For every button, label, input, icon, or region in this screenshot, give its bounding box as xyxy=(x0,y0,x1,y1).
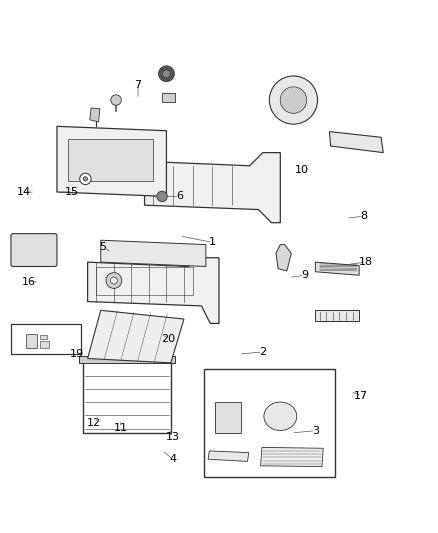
FancyBboxPatch shape xyxy=(11,233,57,266)
Text: 19: 19 xyxy=(70,349,84,359)
FancyBboxPatch shape xyxy=(40,335,47,339)
Circle shape xyxy=(83,177,88,181)
Polygon shape xyxy=(315,262,359,275)
Polygon shape xyxy=(276,245,291,271)
FancyBboxPatch shape xyxy=(162,93,175,102)
Text: 2: 2 xyxy=(259,347,266,357)
Circle shape xyxy=(162,70,170,78)
Polygon shape xyxy=(208,451,249,462)
Text: 8: 8 xyxy=(360,211,367,221)
Text: 11: 11 xyxy=(113,423,127,433)
Polygon shape xyxy=(88,258,219,324)
Circle shape xyxy=(111,95,121,106)
FancyBboxPatch shape xyxy=(315,310,359,321)
Circle shape xyxy=(106,273,122,288)
Text: 1: 1 xyxy=(209,237,216,247)
Polygon shape xyxy=(88,310,184,363)
Circle shape xyxy=(80,173,91,184)
Circle shape xyxy=(159,66,174,82)
Text: 16: 16 xyxy=(21,277,35,287)
FancyBboxPatch shape xyxy=(68,140,153,181)
Text: 18: 18 xyxy=(359,257,373,267)
FancyBboxPatch shape xyxy=(215,402,241,433)
Text: 17: 17 xyxy=(354,391,368,401)
Text: 12: 12 xyxy=(87,418,101,429)
Text: 15: 15 xyxy=(65,187,79,197)
Polygon shape xyxy=(145,152,280,223)
Circle shape xyxy=(110,277,117,284)
Polygon shape xyxy=(57,126,166,197)
Text: 6: 6 xyxy=(176,191,183,201)
Circle shape xyxy=(157,191,167,201)
FancyBboxPatch shape xyxy=(204,369,335,477)
FancyBboxPatch shape xyxy=(26,334,37,348)
FancyBboxPatch shape xyxy=(79,356,175,363)
Polygon shape xyxy=(261,447,323,467)
Polygon shape xyxy=(101,240,206,266)
Ellipse shape xyxy=(264,402,297,431)
Text: 10: 10 xyxy=(295,165,309,175)
FancyBboxPatch shape xyxy=(40,341,49,348)
FancyBboxPatch shape xyxy=(13,251,26,261)
Text: 20: 20 xyxy=(162,334,176,344)
Text: 9: 9 xyxy=(301,270,308,280)
Text: 3: 3 xyxy=(312,426,319,436)
Circle shape xyxy=(280,87,307,114)
Polygon shape xyxy=(90,108,100,122)
Circle shape xyxy=(269,76,318,124)
Text: 4: 4 xyxy=(170,454,177,464)
FancyBboxPatch shape xyxy=(11,324,81,354)
Text: 7: 7 xyxy=(134,80,141,90)
Text: 14: 14 xyxy=(17,187,31,197)
FancyBboxPatch shape xyxy=(277,407,284,424)
Text: 13: 13 xyxy=(166,432,180,442)
Text: 5: 5 xyxy=(99,242,106,252)
Polygon shape xyxy=(329,132,383,152)
